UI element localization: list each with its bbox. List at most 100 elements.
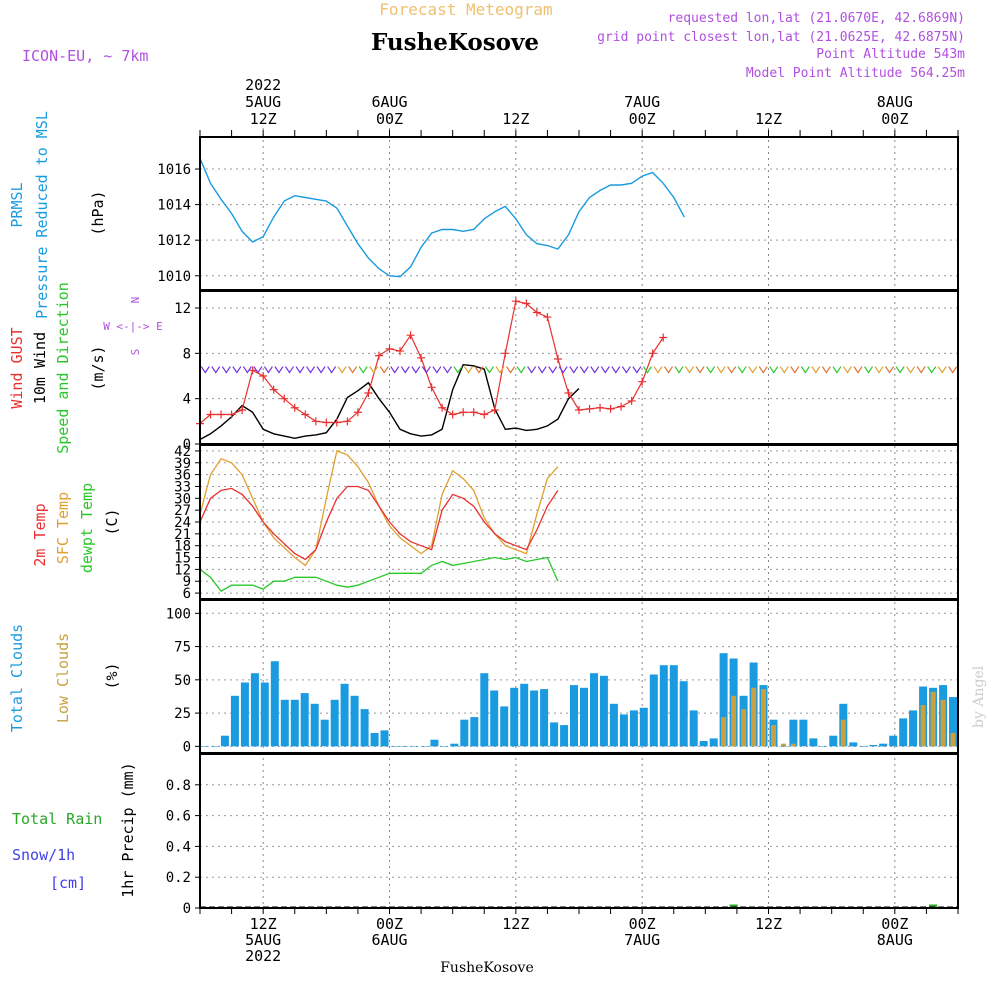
wind-gust-marker — [396, 347, 405, 356]
wind-direction-arrow — [306, 366, 316, 374]
temperature-panel-ytick-label: 33 — [174, 479, 191, 495]
wind-direction-arrow — [485, 366, 495, 374]
pressure-panel-frame — [199, 136, 959, 291]
total-cloud-bar — [659, 665, 668, 747]
total-cloud-bar — [440, 746, 449, 747]
precip-panel-ytick-label: 0.6 — [166, 809, 191, 825]
temperature-panel-ytick-label: 30 — [174, 491, 191, 507]
wind-direction-arrow — [927, 366, 937, 374]
total-cloud-bar — [540, 689, 549, 747]
wind-unit: (m/s) — [89, 345, 107, 390]
wind-direction-arrow — [758, 366, 768, 374]
station-name: FusheKosove — [371, 29, 539, 56]
total-cloud-bar — [400, 746, 409, 747]
wind-direction-arrow — [274, 366, 284, 374]
total-cloud-bar — [480, 673, 489, 747]
wind-direction-arrow — [748, 366, 758, 374]
wind-gust-marker — [522, 299, 531, 308]
wind-direction-arrow — [548, 366, 558, 374]
wind-direction-arrow — [790, 366, 800, 374]
total-cloud-bar — [500, 706, 509, 747]
wind-direction-arrow — [874, 366, 884, 374]
wind-direction-arrow — [853, 366, 863, 374]
wind-gust-marker — [596, 403, 605, 412]
total-cloud-bar — [639, 707, 648, 747]
wind-gust-marker — [259, 372, 268, 380]
wind-mean-line — [199, 363, 580, 441]
top-tick-label: 00Z — [376, 110, 403, 128]
pressure-panel-ytick-label: 1014 — [157, 198, 191, 214]
wind-direction-arrow — [864, 366, 874, 374]
wind-gust-marker — [459, 408, 468, 417]
wind-gust-marker — [301, 410, 310, 419]
total-cloud-bar — [669, 665, 678, 747]
wind-gust-marker — [385, 344, 394, 353]
low-cloud-bar — [920, 705, 926, 747]
wind-gust-marker — [564, 389, 573, 397]
total-cloud-bar — [849, 742, 858, 747]
total-cloud-bar — [599, 675, 608, 747]
total-cloud-bar — [530, 690, 539, 747]
model-altitude: Model Point Altitude 564.25m — [746, 66, 965, 81]
total-cloud-bar — [560, 725, 569, 747]
wind-direction-arrow — [685, 366, 695, 374]
wind-direction-arrow — [579, 366, 589, 374]
wind-gust-marker — [343, 417, 352, 426]
wind-gust-marker — [617, 402, 626, 411]
wind-direction-arrow — [295, 366, 305, 374]
wind-gust-marker — [638, 377, 647, 386]
wind-gust-marker — [417, 353, 426, 362]
clouds-unit: (%) — [103, 662, 121, 689]
wind-gust-marker — [480, 410, 489, 419]
data-layer — [196, 158, 958, 908]
wind-direction-arrow — [232, 366, 242, 374]
wind-direction-arrow — [737, 366, 747, 374]
wind-direction-arrow — [674, 366, 684, 374]
wind-gust-marker — [311, 417, 320, 426]
total-cloud-bar — [260, 682, 269, 747]
total-cloud-bar — [819, 746, 828, 747]
total-cloud-bar — [380, 730, 389, 747]
wind-direction-arrow — [569, 366, 579, 374]
total-cloud-bar — [240, 682, 249, 747]
wind-direction-arrow — [937, 366, 947, 374]
pressure-line — [199, 158, 685, 278]
total-cloud-bar — [370, 733, 379, 747]
wind-panel-ytick-label: 8 — [183, 346, 191, 362]
bottom-tick-label: 12Z — [502, 915, 529, 933]
temp-unit: (C) — [103, 508, 121, 535]
wind-direction-arrow — [527, 366, 537, 374]
closest-coords: grid point closest lon,lat (21.0625E, 42… — [597, 30, 965, 45]
wind-panel-ytick-label: 12 — [174, 301, 191, 317]
total-cloud-bar — [430, 739, 439, 747]
bottom-tick-label: 2022 — [245, 947, 281, 965]
total-cloud-bar — [809, 738, 818, 747]
precip-panel-ytick-label: 0 — [183, 901, 191, 917]
total-cloud-bar — [719, 653, 728, 747]
model-label: ICON-EU, ~ 7km — [22, 47, 148, 65]
chart-title: Forecast Meteogram — [379, 0, 552, 19]
total-cloud-bar — [689, 710, 698, 747]
total-cloud-bar — [420, 746, 429, 747]
wind-direction-arrow — [200, 366, 210, 374]
wind-direction-arrow — [242, 366, 252, 374]
low-cloud-bar — [761, 689, 766, 747]
wind-direction-arrow — [337, 366, 347, 374]
wind-gust-marker — [438, 403, 447, 412]
pressure-panel-ytick-label: 1012 — [157, 233, 191, 249]
wind-gust-marker — [532, 308, 541, 317]
low-clouds-label: Low Clouds — [54, 633, 72, 723]
wind-direction-arrow — [716, 366, 726, 374]
temperature-panel-ytick-label: 15 — [174, 551, 191, 567]
top-tick-label: 7AUG — [624, 93, 660, 111]
wind-gust-marker — [322, 418, 331, 427]
wind-gust-label: Wind GUST — [8, 327, 26, 408]
precip-panel-ytick-label: 0.2 — [166, 870, 191, 886]
rain-bar — [729, 904, 738, 908]
top-tick-label: 12Z — [755, 110, 782, 128]
wind-direction-arrow — [663, 366, 673, 374]
wind-gust-marker — [332, 418, 341, 427]
total-cloud-bar — [450, 743, 459, 747]
wind-direction-arrow — [769, 366, 779, 374]
